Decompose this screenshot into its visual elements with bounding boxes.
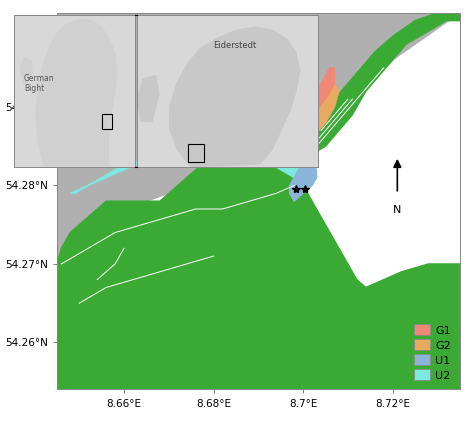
Polygon shape bbox=[281, 83, 339, 154]
Polygon shape bbox=[290, 162, 317, 201]
Polygon shape bbox=[137, 76, 159, 122]
Polygon shape bbox=[285, 13, 460, 154]
Polygon shape bbox=[294, 68, 335, 123]
Polygon shape bbox=[170, 27, 300, 167]
Polygon shape bbox=[57, 13, 460, 264]
Bar bbox=[188, 144, 204, 162]
Text: N: N bbox=[393, 205, 401, 215]
Legend: G1, G2, U1, U2: G1, G2, U1, U2 bbox=[410, 321, 454, 384]
Bar bbox=[102, 114, 112, 129]
Polygon shape bbox=[70, 138, 303, 193]
Polygon shape bbox=[20, 57, 32, 83]
Text: Eiderstedt: Eiderstedt bbox=[213, 42, 256, 51]
Polygon shape bbox=[57, 131, 460, 389]
Polygon shape bbox=[281, 83, 335, 138]
Polygon shape bbox=[81, 33, 96, 61]
Text: German
Bight: German Bight bbox=[24, 74, 55, 93]
Polygon shape bbox=[36, 20, 117, 167]
